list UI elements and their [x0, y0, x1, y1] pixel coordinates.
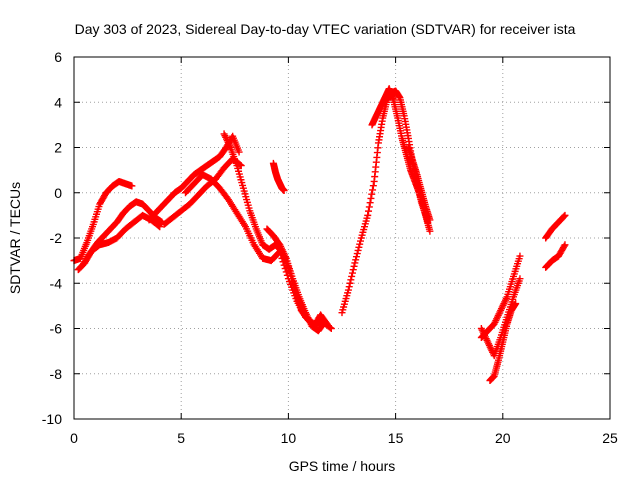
series-11 [404, 144, 434, 224]
y-tick-label: -2 [50, 230, 63, 246]
data-point [236, 161, 244, 169]
data-point [344, 286, 352, 294]
data-point [367, 194, 375, 202]
x-tick-label: 10 [281, 430, 297, 446]
y-tick-label: 4 [54, 94, 62, 110]
data-point [365, 207, 373, 215]
data-point [280, 186, 288, 194]
chart-title: Day 303 of 2023, Sidereal Day-to-day VTE… [75, 21, 576, 37]
data-point [354, 246, 362, 254]
axis-ticks: 0 5 10 15 20 25 -10 -8 -6 -4 -2 0 2 4 6 [42, 49, 618, 446]
data-point [364, 211, 372, 219]
data-point [369, 182, 377, 190]
data-point [561, 241, 569, 249]
data-point [320, 319, 328, 327]
series-8 [269, 159, 288, 194]
data-point [156, 223, 164, 231]
data-point [560, 242, 568, 250]
series-0 [70, 177, 136, 265]
data-point [321, 318, 329, 326]
data-point [350, 262, 358, 270]
x-axis-label: GPS time / hours [289, 458, 396, 474]
data-point [352, 256, 360, 264]
series-15 [542, 211, 569, 242]
data-point [356, 240, 364, 248]
data-point [348, 269, 356, 277]
data-point [235, 148, 243, 156]
series-1 [74, 198, 166, 274]
data-point [155, 222, 163, 230]
data-point [369, 186, 377, 194]
series-16 [542, 241, 569, 271]
data-point [346, 279, 354, 287]
x-tick-label: 0 [70, 430, 78, 446]
x-tick-label: 5 [177, 430, 185, 446]
data-point [349, 266, 357, 274]
data-point [327, 325, 335, 332]
y-tick-label: -8 [50, 366, 63, 382]
x-tick-label: 20 [495, 430, 511, 446]
data-point [561, 211, 569, 219]
series-14 [486, 300, 520, 385]
data-point [516, 252, 524, 260]
data-point [426, 216, 434, 224]
series-5 [181, 171, 335, 332]
data-point [347, 276, 355, 284]
y-tick-label: 0 [54, 185, 62, 201]
y-axis-label: SDTVAR / TECUs [7, 182, 23, 294]
data-point [345, 283, 353, 291]
data-point [368, 190, 376, 198]
data-point [355, 243, 363, 251]
data-point [348, 272, 356, 280]
data-point [326, 324, 334, 332]
series-7 [263, 225, 329, 335]
data-point [351, 259, 359, 267]
x-tick-label: 15 [388, 430, 404, 446]
data-point [365, 203, 373, 211]
y-tick-label: -4 [50, 275, 63, 291]
y-tick-label: 6 [54, 49, 62, 65]
data-point [356, 237, 364, 245]
data-point [516, 275, 524, 283]
data-point [128, 182, 136, 190]
data-point [353, 250, 361, 258]
data-points [70, 85, 569, 385]
y-tick-label: -6 [50, 321, 63, 337]
data-point [366, 199, 374, 207]
data-point [352, 253, 360, 261]
data-point [426, 227, 434, 235]
y-tick-label: -10 [42, 411, 62, 427]
data-point [512, 300, 520, 308]
grid-layer [74, 57, 610, 419]
y-tick-label: 2 [54, 140, 62, 156]
data-point [560, 212, 568, 220]
x-tick-label: 25 [602, 430, 618, 446]
